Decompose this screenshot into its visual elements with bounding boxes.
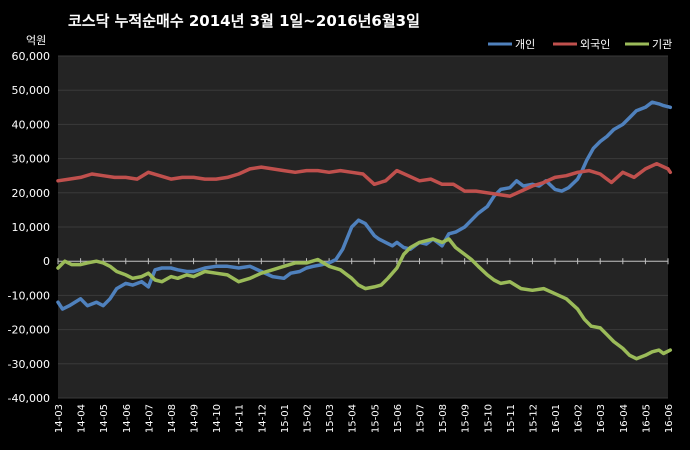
x-axis-ticks: 14-03 14-04 14-05 14-06 14-07 14-08 14-09 14-10… [54,404,675,433]
x-tick-label: 16-03 [596,404,607,433]
x-tick-label: 15-01 [280,404,291,433]
x-tick-label: 15-06 [393,404,404,433]
x-tick-label: 15-05 [370,404,381,433]
y-tick-label: 0 [43,255,50,268]
x-tick-label: 16-01 [551,404,562,433]
y-tick-label: 30,000 [12,153,51,166]
x-tick-label: 14-08 [167,404,178,433]
legend-label: 개인 [515,38,535,51]
series-line-2 [56,161,673,198]
y-tick-label: -40,000 [8,392,50,405]
y-axis-label: 억원 [26,34,46,47]
x-tick-label: 15-04 [348,404,359,433]
series-lines [56,100,673,361]
x-tick-label: 14-11 [235,404,246,433]
x-tick-label: 15-09 [461,404,472,433]
x-tick-label: 16-06 [664,404,675,433]
legend-label: 외국인 [580,38,610,51]
x-tick-label: 14-06 [122,404,133,433]
x-tick-label: 15-12 [528,404,539,433]
x-tick-label: 14-12 [257,404,268,433]
x-tick-label: 16-04 [619,404,630,433]
legend: 개인 외국인 기관 [488,38,672,51]
y-tick-label: -10,000 [8,289,50,302]
x-tick-label: 15-11 [506,404,517,433]
legend-label: 기관 [652,38,672,51]
x-tick-label: 15-10 [483,404,494,433]
x-tick-label: 14-03 [54,404,65,433]
x-tick-label: 15-08 [438,404,449,433]
y-tick-label: 10,000 [12,221,51,234]
y-axis-ticks: 60,000 50,000 40,000 30,000 20,000 10,000 0 -10… [8,50,50,405]
series-line-3 [56,237,673,361]
y-tick-label: 40,000 [12,118,51,131]
y-tick-label: 60,000 [12,50,51,63]
x-tick-label: 15-02 [303,404,314,433]
y-tick-label: -20,000 [8,324,50,337]
chart-title: 코스닥 누적순매수 2014년 3월 1일~2016년6월3일 [68,12,420,30]
x-tick-label: 15-03 [325,404,336,433]
x-tick-label: 16-02 [574,404,585,433]
x-tick-label: 14-09 [190,404,201,433]
x-tick-label: 15-07 [415,404,426,433]
grid [57,55,669,399]
x-tick-label: 14-07 [144,404,155,433]
x-tick-label: 14-10 [212,404,223,433]
y-tick-label: 50,000 [12,84,51,97]
x-tick-label: 16-05 [641,404,652,433]
y-tick-label: -30,000 [8,358,50,371]
y-tick-label: 20,000 [12,187,51,200]
x-tick-label: 14-05 [99,404,110,433]
x-tick-label: 14-04 [77,404,88,433]
